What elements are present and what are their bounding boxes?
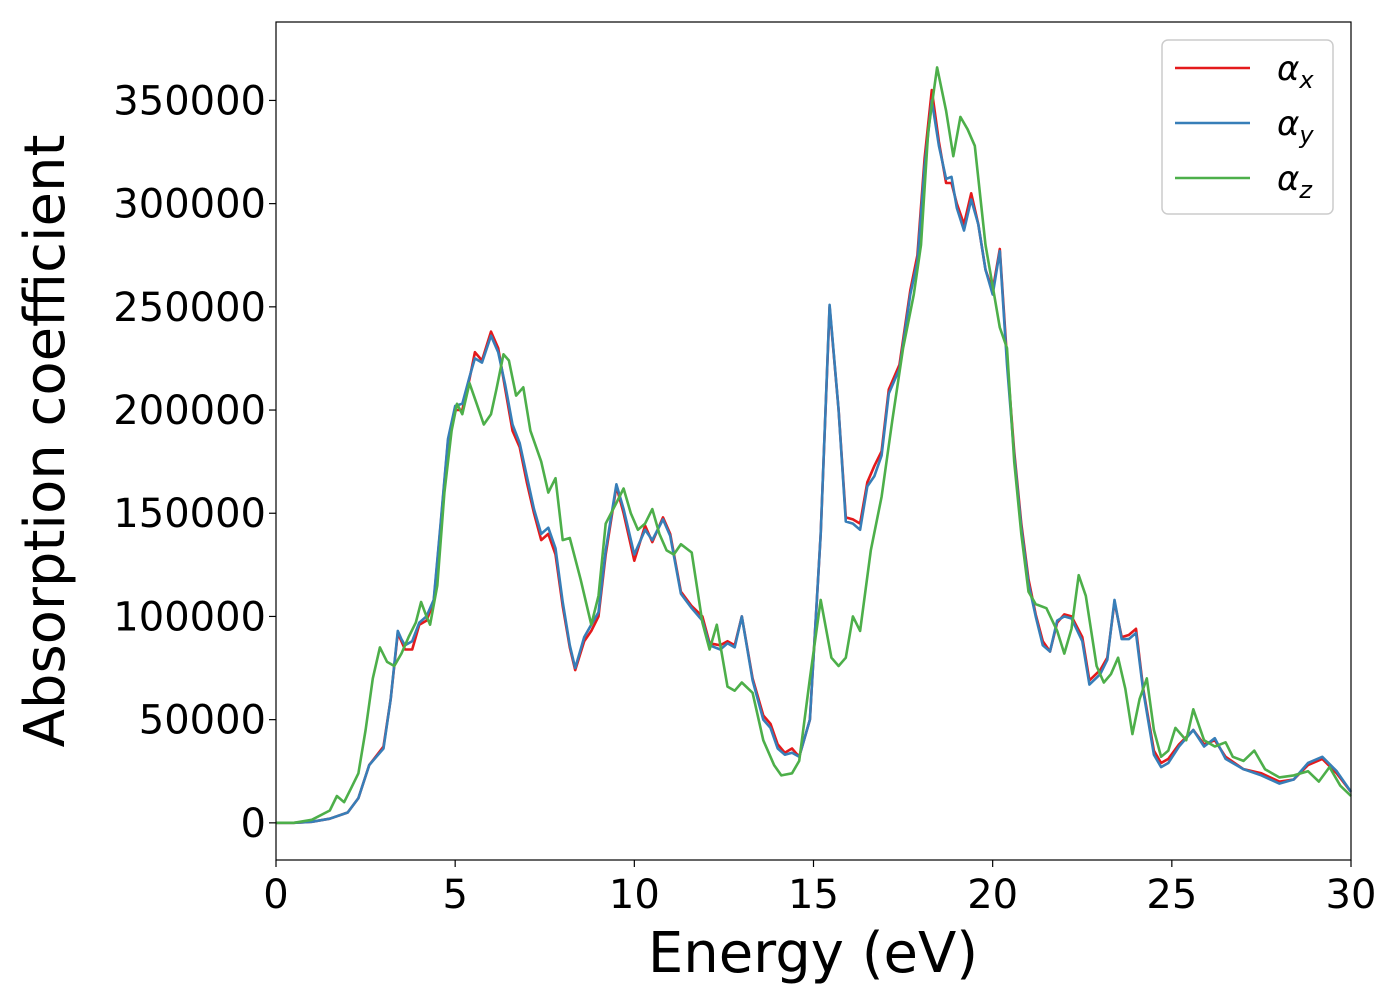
legend-label-z: αz: [1277, 159, 1313, 204]
y-tick-label: 200000: [113, 388, 266, 434]
legend-label-y: αy: [1277, 104, 1314, 149]
y-axis-title: Absorption coefficient: [13, 135, 78, 748]
legend: αx αy αz: [1161, 39, 1334, 215]
x-axis-title: Energy (eV): [648, 921, 978, 986]
y-tick-label: 350000: [113, 78, 266, 124]
legend-box: [1161, 39, 1334, 215]
y-tick-label: 100000: [113, 594, 266, 640]
x-tick-label: 15: [788, 872, 839, 918]
y-tick-label: 50000: [139, 698, 266, 744]
y-tick-label: 300000: [113, 182, 266, 228]
series-layer: [276, 66, 1353, 825]
y-axis: 0 50000 100000 150000 200000 250000 300000 3500…: [113, 78, 276, 847]
x-tick-label: 5: [442, 872, 467, 918]
legend-label-x: αx: [1277, 49, 1314, 94]
y-tick-label: 150000: [113, 491, 266, 537]
x-tick-label: 0: [263, 872, 288, 918]
y-tick-label: 250000: [113, 285, 266, 331]
x-tick-label: 30: [1326, 872, 1377, 918]
x-axis: 0 5 10 15 20 25 30: [263, 860, 1376, 918]
x-tick-label: 10: [609, 872, 660, 918]
series-line-z: [276, 66, 1352, 825]
y-tick-label: 0: [241, 801, 266, 847]
x-tick-label: 20: [967, 872, 1018, 918]
x-tick-label: 25: [1146, 872, 1197, 918]
